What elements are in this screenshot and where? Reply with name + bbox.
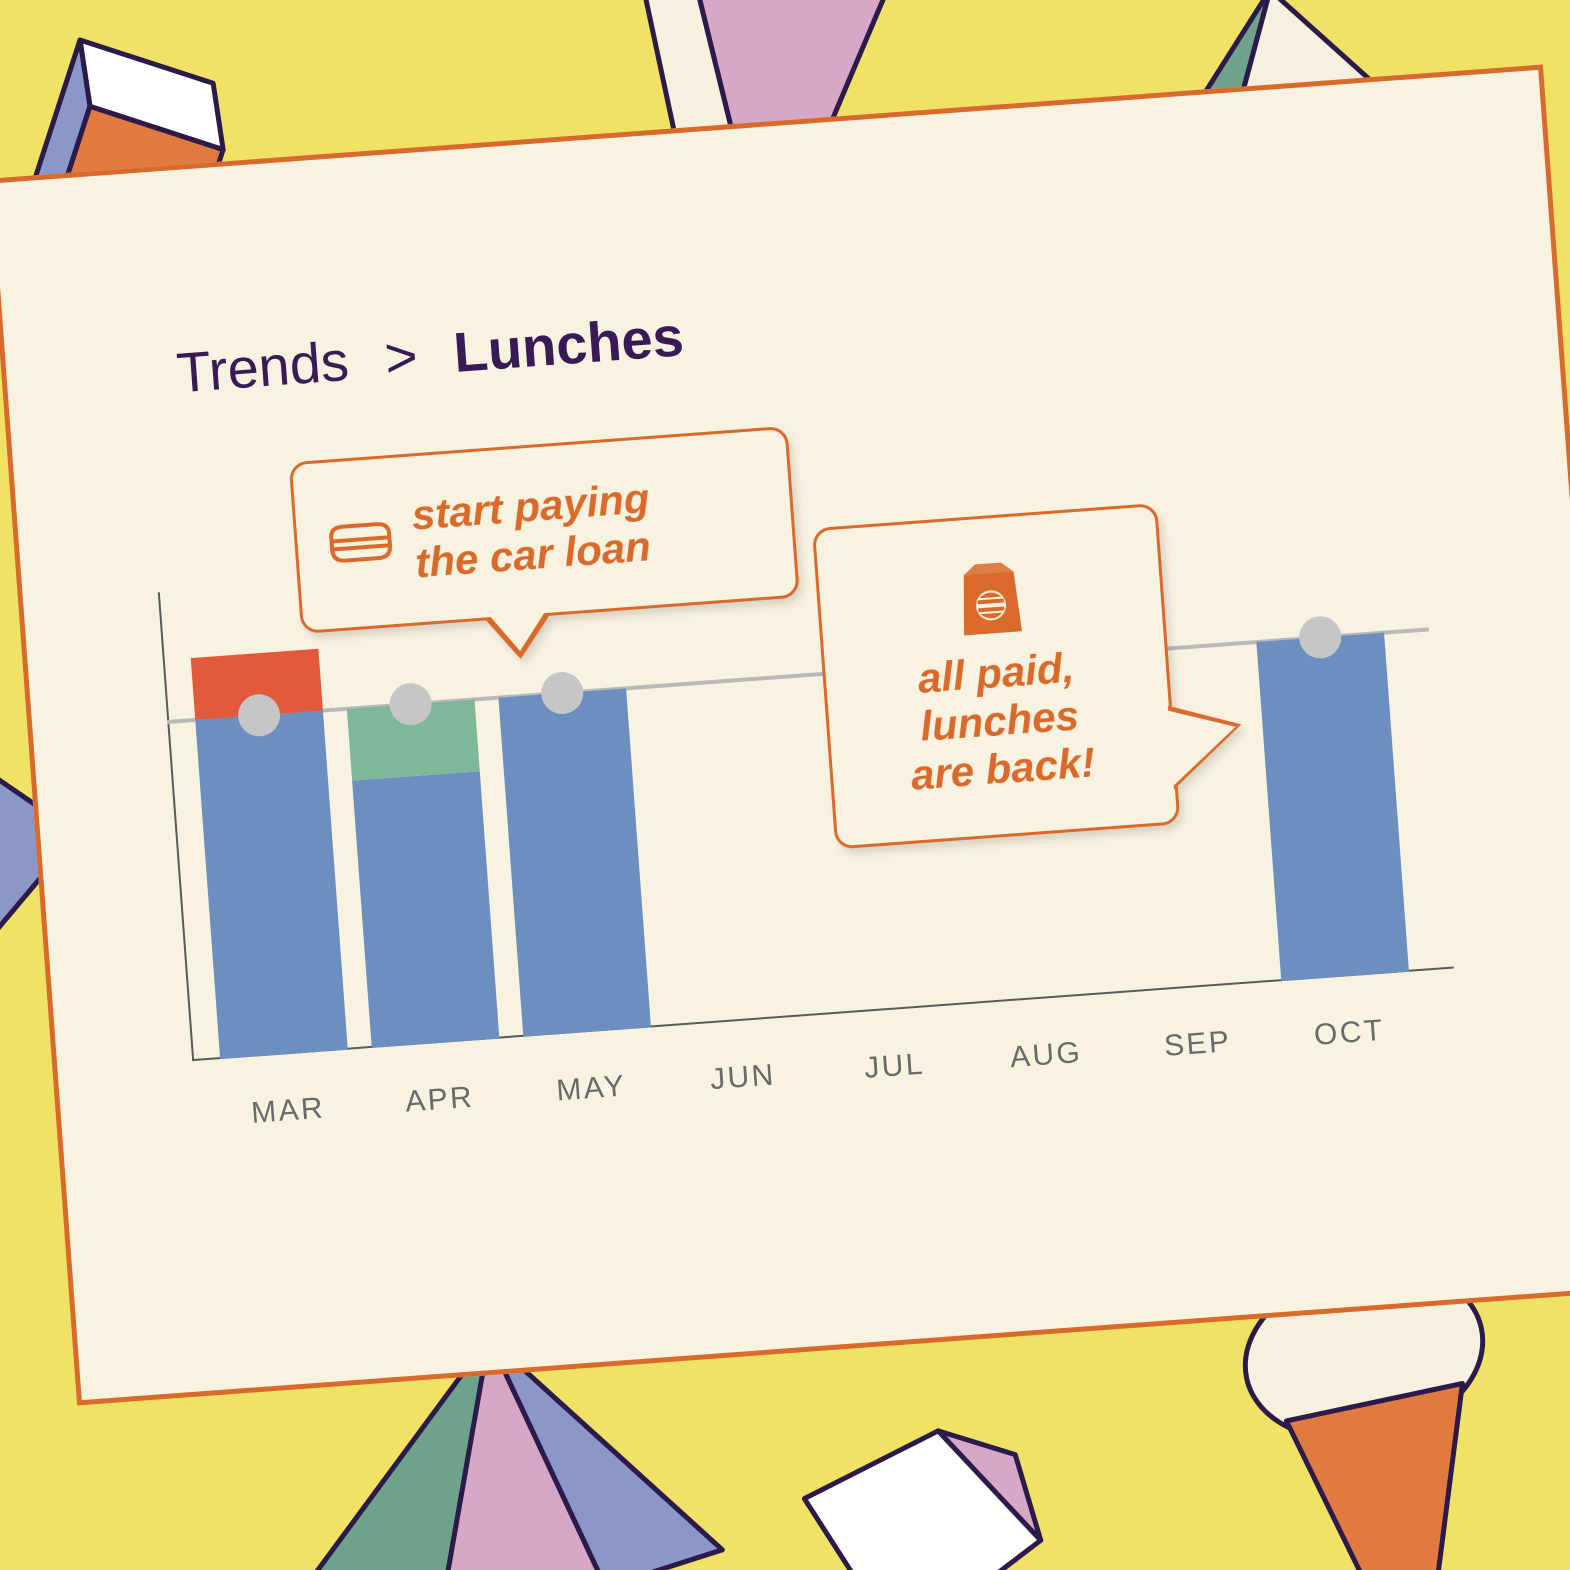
callout-all-paid: all paid,lunchesare back! <box>812 503 1181 849</box>
breadcrumb-current: Lunches <box>451 303 685 385</box>
breadcrumb-separator: > <box>382 323 419 390</box>
bar-oct[interactable] <box>1256 633 1409 981</box>
bar-segment <box>498 688 651 1036</box>
bar-jun[interactable] <box>675 1015 803 1025</box>
callout-text: start payingthe car loan <box>410 474 654 588</box>
x-axis-label: OCT <box>1264 1010 1434 1056</box>
chart-card: Trends > Lunches MARAPRMAYJUNJULAUGSEPOC… <box>0 65 1570 1406</box>
y-axis <box>158 592 194 1061</box>
x-axis-label: MAY <box>506 1066 676 1112</box>
x-axis-label: JUN <box>658 1055 828 1101</box>
x-axis-label: AUG <box>961 1032 1131 1078</box>
x-axis-label: MAR <box>203 1088 373 1134</box>
bar-segment <box>352 771 499 1048</box>
x-axis-label: SEP <box>1113 1021 1283 1067</box>
callout-start-paying: start payingthe car loan <box>289 426 800 634</box>
bar-jul[interactable] <box>826 1004 954 1014</box>
lunch-bag-icon <box>955 557 1027 642</box>
breadcrumb-parent[interactable]: Trends <box>174 328 351 405</box>
bar-aug[interactable] <box>978 993 1106 1003</box>
bar-may[interactable] <box>498 688 651 1036</box>
x-axis-label: JUL <box>810 1044 980 1090</box>
x-axis-label: APR <box>355 1077 525 1123</box>
bar-sep[interactable] <box>1130 982 1258 992</box>
bar-apr[interactable] <box>347 699 500 1047</box>
bar-segment <box>1256 633 1409 981</box>
callout-text: all paid,lunchesare back! <box>902 642 1097 800</box>
bar-segment <box>195 711 348 1059</box>
sandwich-icon <box>324 517 397 570</box>
breadcrumb: Trends > Lunches <box>174 303 685 405</box>
